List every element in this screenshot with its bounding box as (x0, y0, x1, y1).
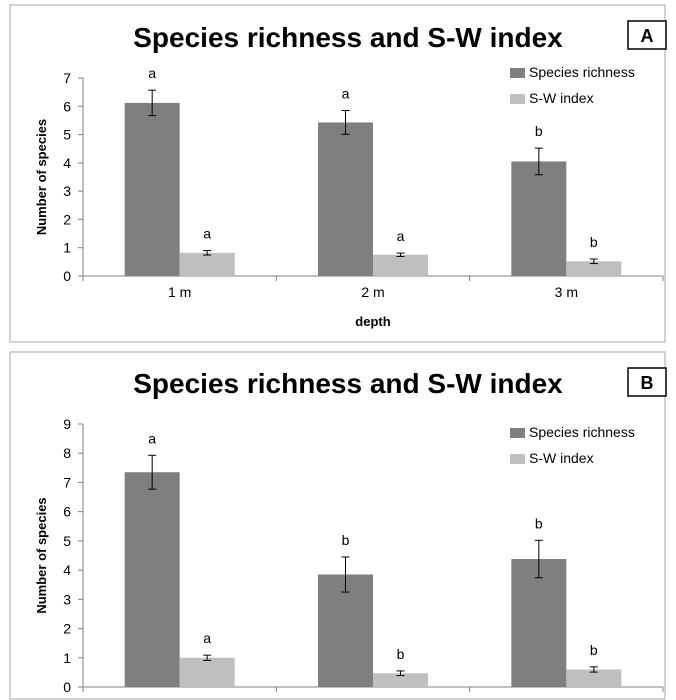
y-tick-label: 9 (63, 416, 71, 432)
y-tick-label: 3 (63, 183, 71, 199)
significance-label: a (148, 65, 156, 81)
bar-sw-index (566, 261, 622, 276)
significance-label: a (342, 86, 350, 102)
x-tick-label: 1 m (168, 284, 191, 300)
y-tick-label: 7 (63, 70, 71, 86)
significance-label: b (342, 532, 350, 548)
y-tick-label: 1 (63, 240, 71, 256)
x-tick-label: 2 m (361, 284, 384, 300)
y-tick-label: 2 (63, 211, 71, 227)
y-axis-label: Number of species (34, 497, 49, 613)
legend-label: Species richness (529, 64, 635, 80)
y-tick-label: 4 (63, 562, 71, 578)
x-tick-label: Sandy (160, 697, 200, 700)
significance-label: b (535, 123, 543, 139)
legend-label: Species richness (529, 424, 635, 440)
significance-label: b (590, 642, 598, 658)
y-tick-label: 6 (63, 98, 71, 114)
chart-title: Species richness and S-W index (133, 368, 563, 399)
chart-title: Species richness and S-W index (133, 22, 563, 53)
bar-sw-index (373, 254, 428, 276)
bar-species-richness (511, 559, 567, 687)
y-tick-label: 0 (63, 679, 71, 695)
panel-label-box (627, 20, 667, 50)
significance-label: a (397, 228, 405, 244)
bar-species-richness (318, 574, 373, 687)
panel-label: B (641, 373, 654, 393)
bar-species-richness (511, 161, 567, 276)
bar-sw-index (179, 657, 235, 687)
legend-swatch (510, 68, 525, 78)
y-tick-label: 2 (63, 621, 71, 637)
x-tick-label: 3 m (555, 284, 578, 300)
bar-sw-index (566, 669, 622, 687)
x-tick-label: Seaweed (537, 697, 595, 700)
bar-species-richness (124, 472, 180, 687)
panel-label-box (627, 367, 667, 397)
y-axis-label: Number of species (34, 119, 49, 235)
y-tick-label: 3 (63, 591, 71, 607)
significance-label: a (148, 430, 156, 446)
x-tick-label: Muddy (352, 697, 394, 700)
bar-species-richness (124, 102, 180, 277)
legend-label: S-W index (529, 450, 594, 466)
y-tick-label: 5 (63, 533, 71, 549)
significance-label: a (203, 630, 211, 646)
y-tick-label: 4 (63, 155, 71, 171)
chart-panel-b: Species richness and S-W index B 0 1 2 3 4 5 6 7 8… (9, 351, 667, 700)
significance-label: b (397, 646, 405, 662)
significance-label: b (535, 515, 543, 531)
bar-sw-index (179, 252, 235, 276)
y-tick-label: 5 (63, 127, 71, 143)
y-tick-label: 1 (63, 650, 71, 666)
x-axis-label: depth (355, 314, 390, 329)
chart-panel-a: Species richness and S-W index A 0 1 2 3 4 5 6 7 N… (9, 4, 667, 343)
legend-swatch (510, 94, 525, 104)
bar-species-richness (318, 122, 373, 276)
significance-label: a (203, 226, 211, 242)
y-tick-label: 7 (63, 474, 71, 490)
legend-swatch (510, 454, 525, 464)
y-tick-label: 8 (63, 445, 71, 461)
y-tick-label: 0 (63, 268, 71, 284)
legend-swatch (510, 428, 525, 438)
bar-sw-index (373, 673, 428, 687)
legend-label: S-W index (529, 90, 594, 106)
panel-label: A (641, 26, 654, 46)
significance-label: b (590, 234, 598, 250)
y-tick-label: 6 (63, 504, 71, 520)
